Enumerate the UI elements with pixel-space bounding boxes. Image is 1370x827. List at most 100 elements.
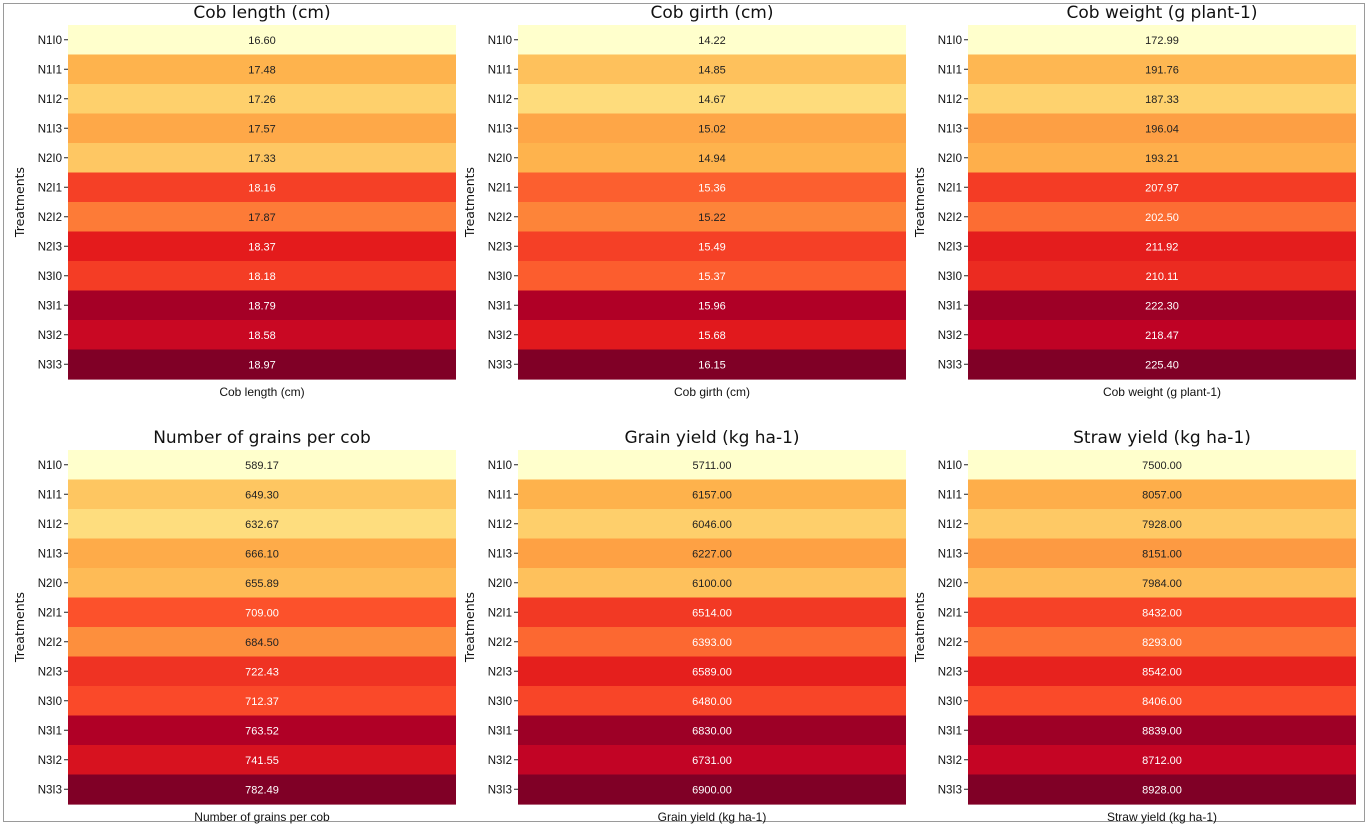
panel-title: Grain yield (kg ha-1) — [624, 428, 799, 448]
cell-value-label: 187.33 — [1145, 94, 1179, 106]
y-tick-label: N2I2 — [488, 637, 512, 649]
y-tick-label: N3I0 — [488, 271, 512, 283]
y-tick-label: N2I0 — [38, 153, 62, 165]
cell-value-label: 15.37 — [698, 271, 726, 283]
panel-title: Cob girth (cm) — [651, 3, 774, 23]
cell-value-label: 15.02 — [698, 123, 726, 135]
y-tick-label: N1I1 — [488, 489, 512, 501]
heatmap-cell — [518, 715, 906, 746]
y-tick-label: N1I3 — [38, 548, 62, 560]
heatmap-cell — [968, 202, 1356, 233]
cell-value-label: 15.22 — [698, 212, 726, 224]
heatmap-panel: Straw yield (kg ha-1) Treatments 7500.00 N1… — [912, 428, 1356, 824]
cell-value-label: 709.00 — [245, 607, 279, 619]
heatmap-cell — [68, 320, 456, 351]
y-axis-label: Treatments — [462, 167, 477, 238]
cell-value-label: 649.30 — [245, 489, 279, 501]
heatmap-cell — [518, 450, 906, 481]
y-tick-label: N3I0 — [938, 271, 962, 283]
panel-title: Number of grains per cob — [153, 428, 371, 448]
y-tick-label: N1I1 — [938, 489, 962, 501]
heatmap-cell — [68, 231, 456, 262]
y-tick-label: N3I1 — [38, 300, 62, 312]
y-tick-label: N3I3 — [488, 359, 512, 371]
heatmap-cell — [518, 25, 906, 56]
y-tick-label: N2I0 — [938, 153, 962, 165]
cell-value-label: 8406.00 — [1142, 696, 1182, 708]
cell-value-label: 211.92 — [1146, 241, 1179, 253]
cell-value-label: 6900.00 — [692, 784, 732, 796]
heatmap-cell — [518, 479, 906, 510]
heatmap-cell — [68, 774, 456, 805]
heatmap-panel: Number of grains per cob Treatments 589.17… — [12, 428, 456, 824]
heatmap-cell — [518, 774, 906, 805]
heatmap-panel: Grain yield (kg ha-1) Treatments 5711.00 N1… — [462, 428, 906, 824]
y-tick-label: N1I2 — [488, 94, 512, 106]
y-tick-label: N3I3 — [938, 359, 962, 371]
heatmap-cell — [68, 113, 456, 144]
y-tick-label: N2I3 — [938, 241, 962, 253]
cell-value-label: 17.57 — [248, 123, 276, 135]
heatmap-cell — [518, 656, 906, 687]
heatmap-cell — [68, 290, 456, 321]
heatmap-cell — [968, 715, 1356, 746]
y-tick-label: N1I2 — [938, 519, 962, 531]
cell-value-label: 6480.00 — [692, 696, 732, 708]
cell-value-label: 17.48 — [248, 64, 276, 76]
y-tick-label: N2I0 — [488, 153, 512, 165]
y-axis-label: Treatments — [12, 592, 27, 663]
y-tick-label: N3I3 — [488, 784, 512, 796]
heatmap-cell — [968, 597, 1356, 628]
heatmap-cell — [968, 261, 1356, 292]
heatmap-cell — [968, 479, 1356, 510]
heatmap-cell — [518, 261, 906, 292]
cell-value-label: 218.47 — [1145, 330, 1179, 342]
cell-value-label: 8928.00 — [1142, 784, 1182, 796]
y-tick-label: N3I3 — [938, 784, 962, 796]
y-tick-label: N1I0 — [488, 35, 512, 47]
y-tick-label: N3I2 — [488, 330, 512, 342]
heatmap-cell — [518, 349, 906, 380]
y-tick-label: N3I0 — [488, 696, 512, 708]
cell-value-label: 15.96 — [698, 300, 726, 312]
x-axis-label: Cob girth (cm) — [674, 385, 750, 399]
heatmap-cell — [68, 627, 456, 658]
y-tick-label: N3I3 — [38, 359, 62, 371]
y-tick-label: N1I3 — [488, 123, 512, 135]
y-tick-label: N3I0 — [938, 696, 962, 708]
y-tick-label: N2I3 — [488, 241, 512, 253]
cell-value-label: 18.97 — [248, 359, 276, 371]
cell-value-label: 18.79 — [248, 300, 276, 312]
heatmap-cell — [518, 320, 906, 351]
cell-value-label: 18.16 — [248, 182, 276, 194]
y-tick-label: N3I1 — [38, 725, 62, 737]
cell-value-label: 632.67 — [245, 519, 279, 531]
y-tick-label: N2I1 — [938, 182, 962, 194]
heatmap-cell — [968, 450, 1356, 481]
y-tick-label: N3I2 — [938, 755, 962, 767]
cell-value-label: 7500.00 — [1142, 460, 1182, 472]
y-tick-label: N1I2 — [38, 519, 62, 531]
heatmap-cell — [518, 538, 906, 569]
y-tick-label: N2I2 — [938, 212, 962, 224]
x-axis-label: Grain yield (kg ha-1) — [658, 810, 767, 824]
cell-value-label: 193.21 — [1145, 153, 1179, 165]
y-tick-label: N1I0 — [488, 460, 512, 472]
y-tick-label: N3I2 — [38, 755, 62, 767]
y-tick-label: N1I2 — [38, 94, 62, 106]
y-tick-label: N1I0 — [938, 460, 962, 472]
y-tick-label: N1I1 — [938, 64, 962, 76]
heatmap-cell — [518, 143, 906, 174]
y-tick-label: N3I0 — [38, 696, 62, 708]
cell-value-label: 17.87 — [248, 212, 276, 224]
cell-value-label: 210.11 — [1146, 271, 1179, 283]
y-tick-label: N2I2 — [938, 637, 962, 649]
heatmap-cell — [68, 84, 456, 115]
y-tick-label: N2I0 — [488, 578, 512, 590]
x-axis-label: Number of grains per cob — [194, 810, 330, 824]
y-tick-label: N2I1 — [38, 607, 62, 619]
heatmap-cell — [68, 568, 456, 599]
cell-value-label: 191.76 — [1145, 64, 1179, 76]
y-tick-label: N2I1 — [488, 182, 512, 194]
heatmap-cell — [968, 172, 1356, 203]
